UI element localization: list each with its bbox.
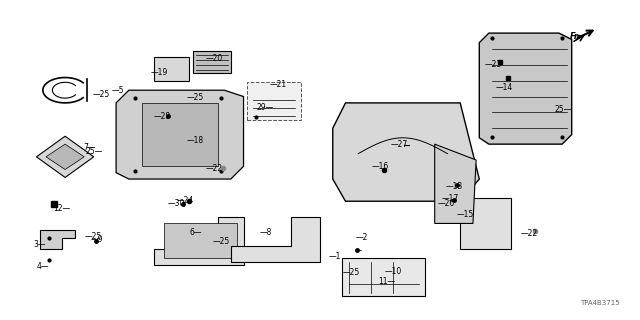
Text: —28: —28	[153, 112, 170, 121]
Bar	[342, 258, 425, 296]
Text: 25—: 25—	[554, 105, 572, 114]
Text: —14: —14	[495, 83, 513, 92]
Text: —24: —24	[177, 196, 194, 205]
Text: —25: —25	[92, 91, 109, 100]
Bar	[246, 82, 301, 120]
Text: —18: —18	[187, 136, 204, 145]
Text: 3—: 3—	[33, 240, 45, 249]
Text: 29—: 29—	[256, 103, 273, 112]
Text: Fr.: Fr.	[570, 32, 580, 41]
Text: —1: —1	[329, 252, 341, 261]
Text: 6—: 6—	[189, 228, 202, 237]
Text: —17: —17	[442, 194, 459, 203]
Text: —25: —25	[85, 232, 102, 241]
Text: —30: —30	[168, 199, 185, 208]
Polygon shape	[460, 198, 511, 249]
Polygon shape	[231, 217, 320, 261]
Polygon shape	[479, 33, 572, 144]
Polygon shape	[116, 90, 244, 179]
Text: —20: —20	[206, 54, 223, 63]
Text: —19: —19	[151, 68, 168, 77]
Text: —26: —26	[438, 199, 455, 208]
Text: —8: —8	[260, 228, 272, 237]
Polygon shape	[46, 144, 84, 170]
Text: —22: —22	[206, 164, 223, 173]
Text: —21: —21	[269, 80, 287, 89]
Text: —2: —2	[355, 233, 368, 242]
Polygon shape	[333, 103, 479, 201]
Bar	[193, 51, 231, 73]
Text: —22: —22	[521, 229, 538, 238]
Bar	[154, 57, 189, 81]
Text: —13: —13	[446, 181, 463, 190]
Text: —25: —25	[187, 93, 204, 102]
Text: 11—: 11—	[379, 277, 396, 286]
Text: —25: —25	[342, 268, 360, 277]
Text: TPA4B3715: TPA4B3715	[580, 300, 620, 306]
Text: 7—: 7—	[83, 143, 95, 152]
Text: 4—: 4—	[36, 262, 49, 271]
Text: —15: —15	[457, 210, 474, 219]
Text: —25: —25	[212, 237, 230, 246]
Polygon shape	[36, 136, 94, 178]
Polygon shape	[435, 144, 476, 223]
Text: —27: —27	[390, 140, 408, 149]
Text: —16: —16	[372, 163, 389, 172]
Text: 25—: 25—	[86, 147, 103, 156]
Text: 12—: 12—	[54, 204, 71, 213]
Polygon shape	[154, 217, 244, 265]
Text: —5: —5	[111, 86, 124, 95]
Text: —10: —10	[384, 267, 401, 276]
Polygon shape	[141, 103, 218, 166]
Text: —9: —9	[91, 236, 103, 244]
Polygon shape	[164, 223, 237, 258]
Text: —23: —23	[484, 60, 502, 69]
Polygon shape	[40, 230, 75, 249]
